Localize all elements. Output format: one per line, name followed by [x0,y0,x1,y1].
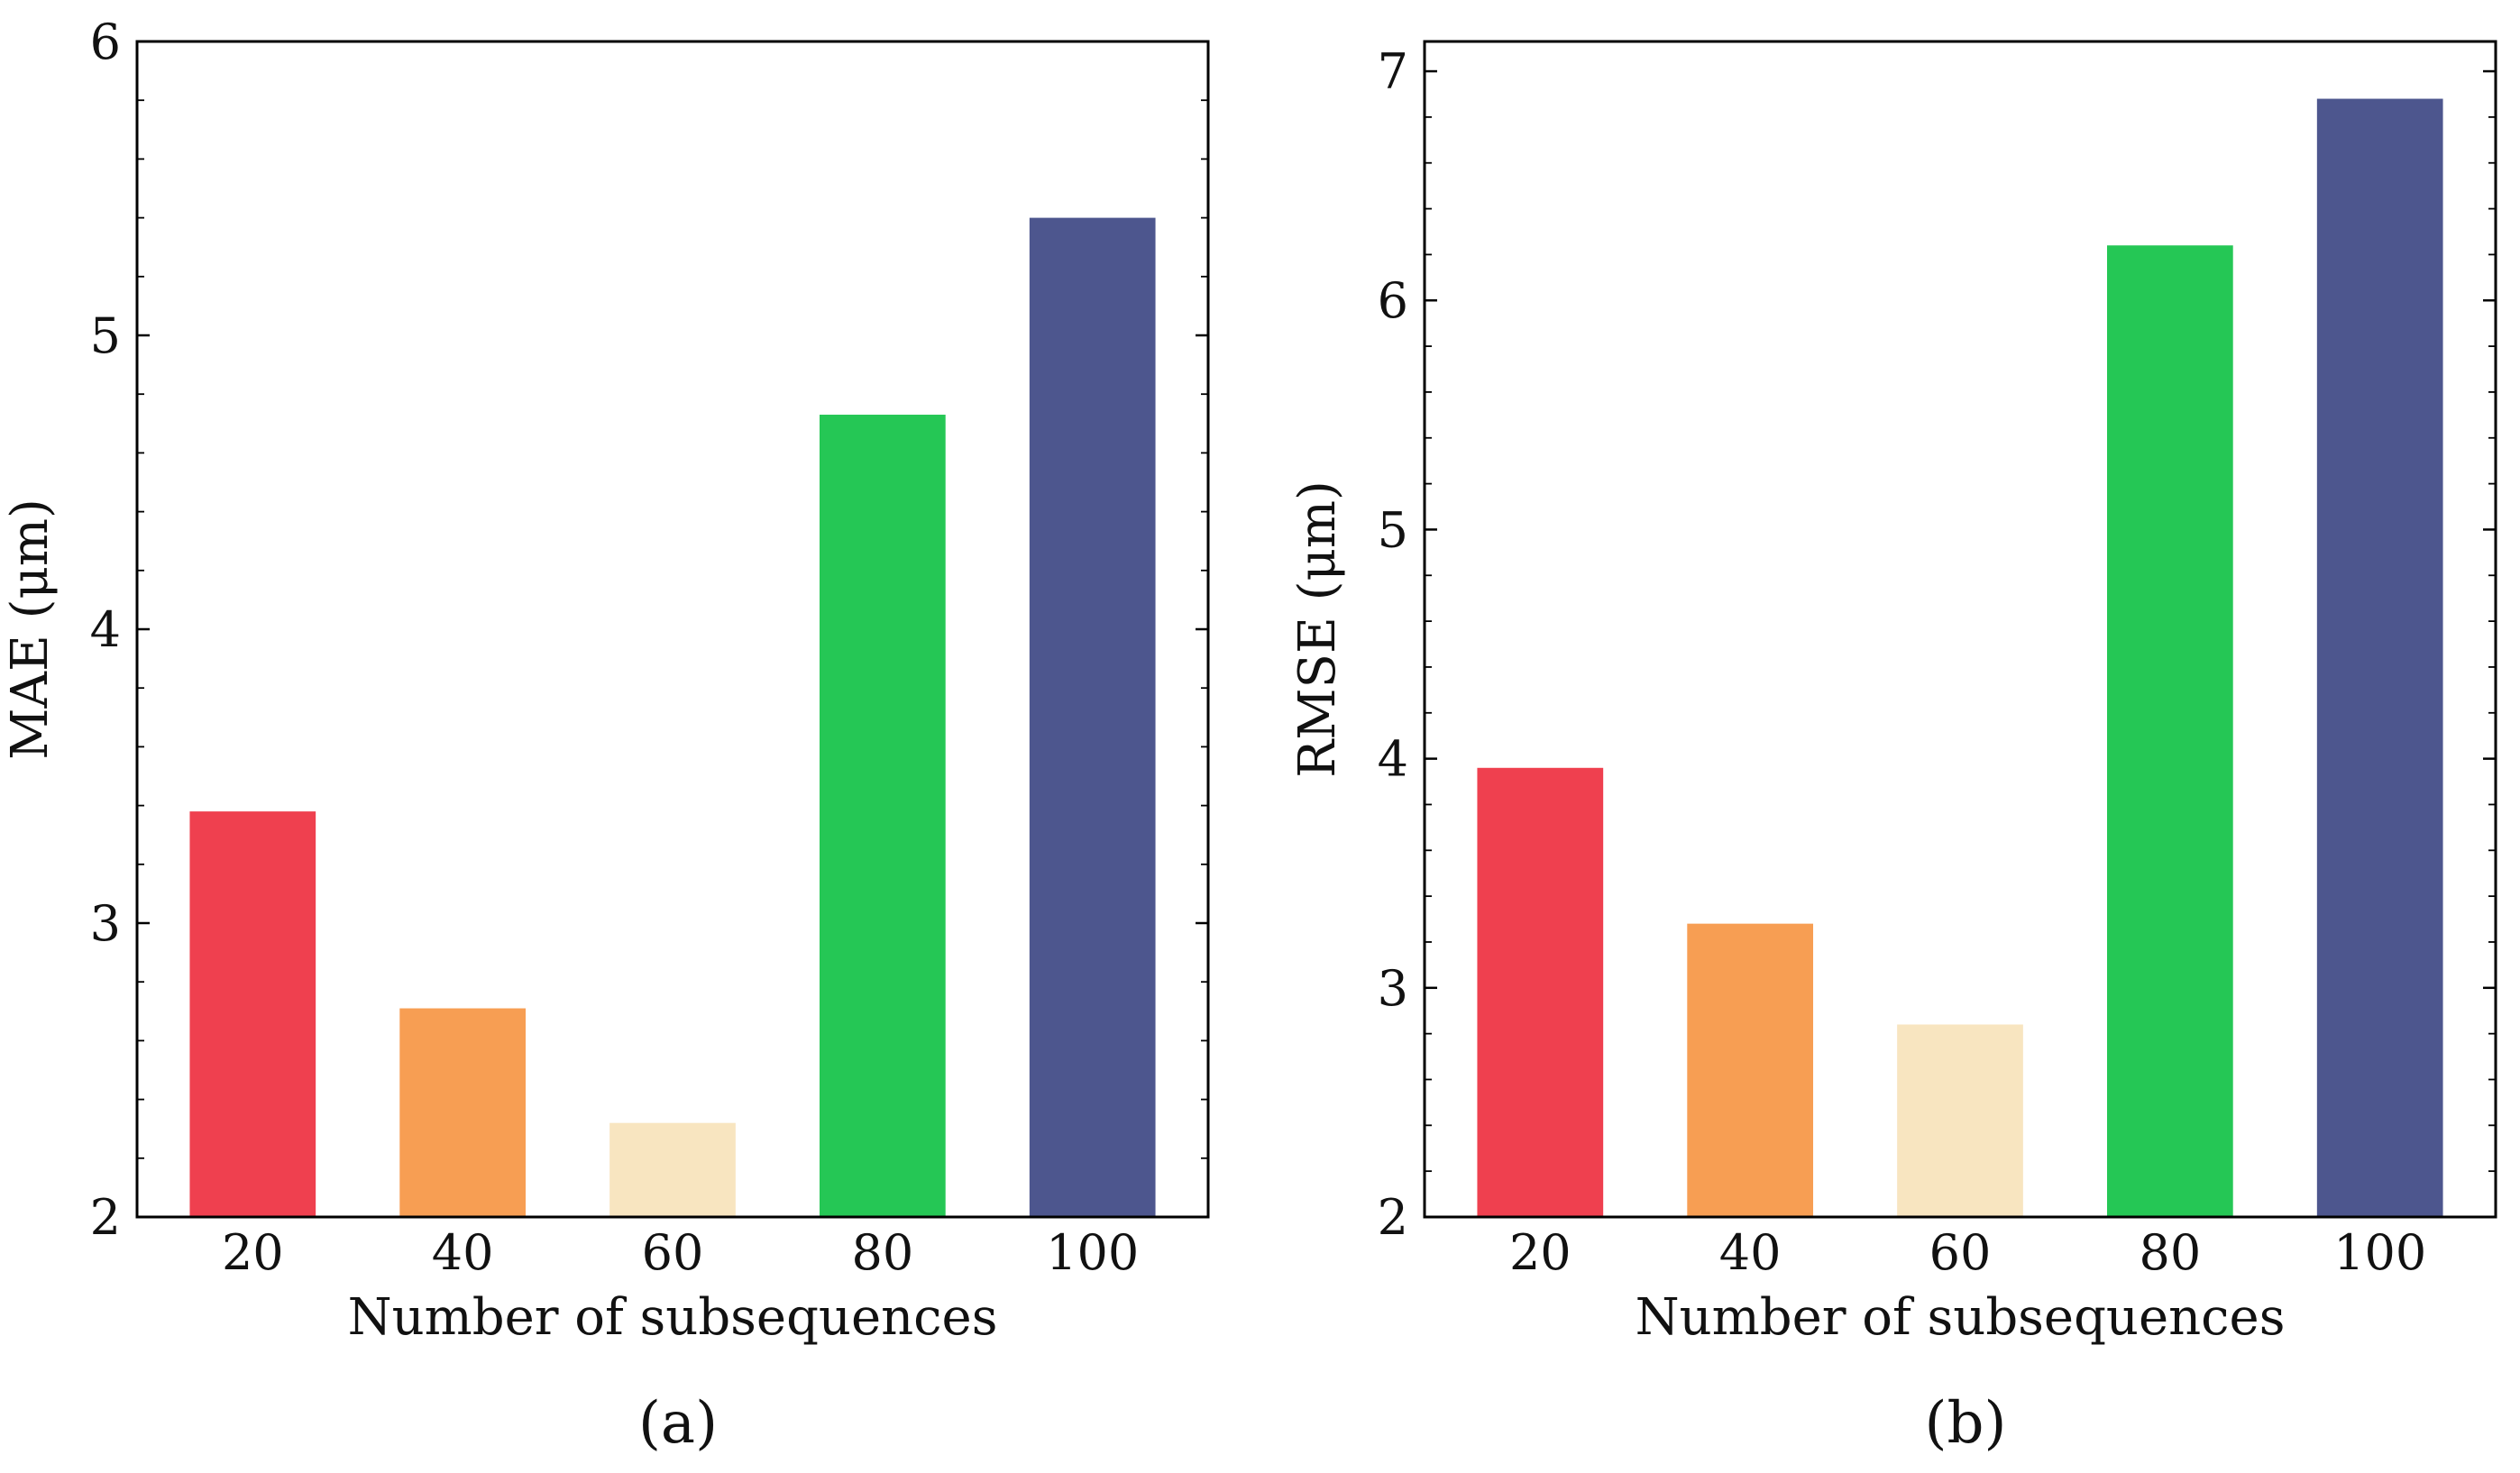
panel-b-y-tick-label-4: 4 [1378,731,1408,788]
panel-b-x-tick-label-60: 60 [1929,1224,1992,1281]
panel-a-bar-40 [399,1008,527,1217]
panel-b-y-tick-label-5: 5 [1378,501,1408,558]
panel-a-y-tick-label-3: 3 [90,895,121,952]
panel-b-x-tick-labels: 20 40 60 80 100 [1509,1224,2426,1281]
panel-b-axes-frame [1423,40,2497,1219]
panel-b-y-tick-label-7: 7 [1378,43,1408,100]
panel-a-y-tick-label-6: 6 [90,14,121,70]
panel-a-bar-80 [819,415,946,1217]
panel-b-y-axis-label: RMSE (μm) [1288,480,1347,778]
panel-a-caption: (a) [638,1390,718,1457]
panel-a-x-tick-label-40: 40 [432,1224,494,1281]
panel-a-y-tick-labels: 2 3 4 5 6 [90,14,121,1246]
panel-b-y-tick-label-2: 2 [1378,1189,1408,1246]
panel-b-bar-80 [2106,245,2233,1218]
panel-a-y-tick-label-4: 4 [90,601,121,658]
panel-b-bar-100 [2316,98,2443,1218]
panel-a-x-tick-label-80: 80 [851,1224,913,1281]
panel-b-caption: (b) [1925,1390,2007,1457]
panel-a-x-tick-labels: 20 40 60 80 100 [222,1224,1139,1281]
panel-b-bar-60 [1897,1024,2023,1217]
panel-a-bar-20 [189,811,316,1217]
panel-a-bar-60 [609,1122,736,1217]
panel-a-mae-chart: 2 3 4 5 6 20 40 60 80 100 Number of subsequences… [1,14,1210,1457]
panel-a-x-tick-label-20: 20 [222,1224,284,1281]
panel-b-y-tick-labels: 2 3 4 5 6 7 [1378,43,1408,1246]
panel-b-x-tick-label-40: 40 [1719,1224,1782,1281]
panel-a-x-tick-label-100: 100 [1046,1224,1139,1281]
panel-a-x-axis-label: Number of subsequences [348,1288,998,1347]
panel-b-x-tick-label-80: 80 [2139,1224,2201,1281]
panel-b-bar-40 [1687,923,1814,1217]
panel-a-axes-frame [135,40,1210,1219]
panel-b-x-axis-label: Number of subsequences [1636,1288,2286,1347]
panel-b-bar-20 [1477,767,1604,1217]
panel-a-x-tick-label-60: 60 [642,1224,704,1281]
panel-a-bars [189,217,1156,1218]
panel-b-y-tick-label-6: 6 [1378,272,1408,329]
panel-a-y-tick-label-5: 5 [90,307,121,364]
panel-b-x-tick-label-20: 20 [1509,1224,1572,1281]
panel-b-y-tick-label-3: 3 [1378,960,1408,1017]
panel-a-y-axis-label: MAE (μm) [1,499,60,760]
panel-b-rmse-chart: 2 3 4 5 6 7 20 40 60 80 100 Number of subsequence… [1288,40,2497,1457]
panel-b-bars [1477,98,2443,1218]
panel-a-y-tick-label-2: 2 [90,1189,121,1246]
panel-b-x-tick-label-100: 100 [2333,1224,2426,1281]
panel-a-bar-100 [1029,217,1156,1218]
